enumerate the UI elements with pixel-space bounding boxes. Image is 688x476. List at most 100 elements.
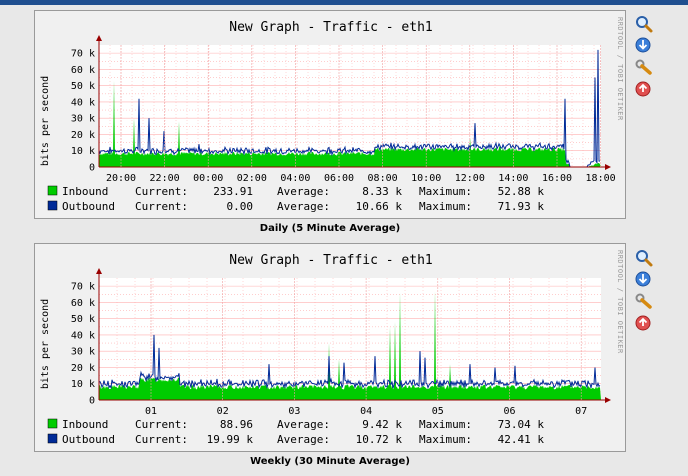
y-tick-label: 40 k: [71, 97, 95, 108]
legend-inbound-current: 233.91: [213, 185, 253, 198]
legend-average-label: Average:: [277, 433, 330, 446]
top-bar: [0, 0, 688, 5]
y-axis-label: bits per second: [40, 76, 51, 166]
x-tick-label: 16:00: [542, 173, 572, 184]
x-tick-label: 14:00: [498, 173, 528, 184]
x-tick-label: 12:00: [455, 173, 485, 184]
plot-background: [99, 278, 601, 400]
y-axis-arrow: [96, 268, 102, 274]
legend-outbound-maximum: 71.93 k: [498, 200, 545, 213]
x-tick-label: 02:00: [237, 173, 267, 184]
y-axis-arrow: [96, 35, 102, 41]
inbound-area: [99, 80, 601, 167]
zoom-icon[interactable]: [634, 14, 654, 34]
edit-icon[interactable]: [634, 58, 654, 78]
x-tick-label: 00:00: [193, 173, 223, 184]
legend-inbound-average: 8.33 k: [362, 185, 402, 198]
plot-area: [96, 35, 611, 170]
outbound-line: [98, 49, 601, 168]
zoom-icon[interactable]: [634, 248, 654, 268]
x-tick-label: 10:00: [411, 173, 441, 184]
x-ticks: 20:00 22:00 00:00 02:00 04:00 06:00 08:00 10:00…: [106, 173, 616, 184]
y-ticks: 70 k 60 k 50 k 40 k 30 k 20 k 10 k 0: [71, 282, 95, 407]
legend-current-label: Current:: [135, 433, 188, 446]
legend-current-label: Current:: [135, 418, 188, 431]
inbound-swatch: [47, 185, 58, 196]
y-tick-label: 30 k: [71, 114, 95, 125]
x-tick-label: 04: [360, 406, 372, 417]
legend-outbound-average: 10.72 k: [356, 433, 403, 446]
edit-icon[interactable]: [634, 292, 654, 312]
rrdtool-watermark: RRDTOOL / TOBI OETIKER: [616, 250, 624, 354]
x-tick-label: 01: [145, 406, 157, 417]
outbound-line: [98, 334, 601, 390]
legend-average-label: Average:: [277, 200, 330, 213]
x-axis-arrow: [605, 397, 611, 403]
y-tick-label: 40 k: [71, 330, 95, 341]
outbound-swatch: [47, 433, 58, 444]
x-tick-label: 20:00: [106, 173, 136, 184]
legend-current-label: Current:: [135, 185, 188, 198]
legend-maximum-label: Maximum:: [419, 185, 472, 198]
legend-maximum-label: Maximum:: [419, 418, 472, 431]
legend-inbound-maximum: 73.04 k: [498, 418, 545, 431]
legend-inbound-name: Inbound: [62, 418, 108, 431]
outbound-swatch: [47, 200, 58, 211]
y-tick-label: 0: [89, 163, 95, 174]
x-tick-label: 22:00: [150, 173, 180, 184]
y-axis-label: bits per second: [40, 299, 51, 389]
legend-inbound-current: 88.96: [220, 418, 253, 431]
export-icon[interactable]: [634, 36, 654, 56]
y-tick-label: 20 k: [71, 363, 95, 374]
daily-caption: Daily (5 Minute Average): [259, 223, 401, 234]
export-icon[interactable]: [634, 270, 654, 290]
x-tick-label: 03: [288, 406, 300, 417]
x-tick-label: 06:00: [324, 173, 354, 184]
legend-inbound-name: Inbound: [62, 185, 108, 198]
x-tick-label: 06: [503, 406, 515, 417]
y-tick-label: 10 k: [71, 146, 95, 157]
x-tick-label: 08:00: [368, 173, 398, 184]
x-axis-arrow: [605, 164, 611, 170]
legend-current-label: Current:: [135, 200, 188, 213]
daily-graph[interactable]: New Graph - Traffic - eth1 bits per seco…: [34, 10, 626, 219]
legend-inbound-average: 9.42 k: [362, 418, 402, 431]
remove-icon[interactable]: [634, 314, 654, 334]
inbound-swatch: [47, 418, 58, 429]
rrdtool-watermark: RRDTOOL / TOBI OETIKER: [616, 17, 624, 121]
y-tick-label: 50 k: [71, 314, 95, 325]
plot-background: [99, 45, 601, 167]
y-tick-label: 30 k: [71, 347, 95, 358]
graph-title: New Graph - Traffic - eth1: [229, 253, 433, 268]
plot-area: [96, 268, 611, 403]
y-tick-label: 0: [89, 396, 95, 407]
legend-outbound-current: 0.00: [227, 200, 254, 213]
y-tick-label: 50 k: [71, 81, 95, 92]
legend-maximum-label: Maximum:: [419, 433, 472, 446]
legend-outbound-current: 19.99 k: [207, 433, 254, 446]
inbound-area: [99, 291, 601, 400]
x-tick-label: 02: [217, 406, 229, 417]
y-tick-label: 70 k: [71, 282, 95, 293]
legend-average-label: Average:: [277, 418, 330, 431]
remove-icon[interactable]: [634, 80, 654, 100]
y-tick-label: 20 k: [71, 130, 95, 141]
y-tick-label: 10 k: [71, 379, 95, 390]
legend-outbound-average: 10.66 k: [356, 200, 403, 213]
x-tick-label: 07: [575, 406, 587, 417]
x-tick-label: 04:00: [280, 173, 310, 184]
legend-maximum-label: Maximum:: [419, 200, 472, 213]
legend-inbound-maximum: 52.88 k: [498, 185, 545, 198]
weekly-graph[interactable]: New Graph - Traffic - eth1 bits per seco…: [34, 243, 626, 452]
x-tick-label: 18:00: [586, 173, 616, 184]
y-tick-label: 70 k: [71, 49, 95, 60]
daily-graph-canvas: New Graph - Traffic - eth1 bits per seco…: [40, 17, 624, 213]
y-tick-label: 60 k: [71, 298, 95, 309]
legend-outbound-name: Outbound: [62, 433, 115, 446]
graph-title: New Graph - Traffic - eth1: [229, 20, 433, 35]
x-tick-label: 05: [432, 406, 444, 417]
weekly-caption: Weekly (30 Minute Average): [250, 456, 410, 467]
y-ticks: 70 k 60 k 50 k 40 k 30 k 20 k 10 k 0: [71, 49, 95, 174]
legend-outbound-name: Outbound: [62, 200, 115, 213]
x-ticks: 01 02 03 04 05 06 07: [145, 406, 587, 417]
